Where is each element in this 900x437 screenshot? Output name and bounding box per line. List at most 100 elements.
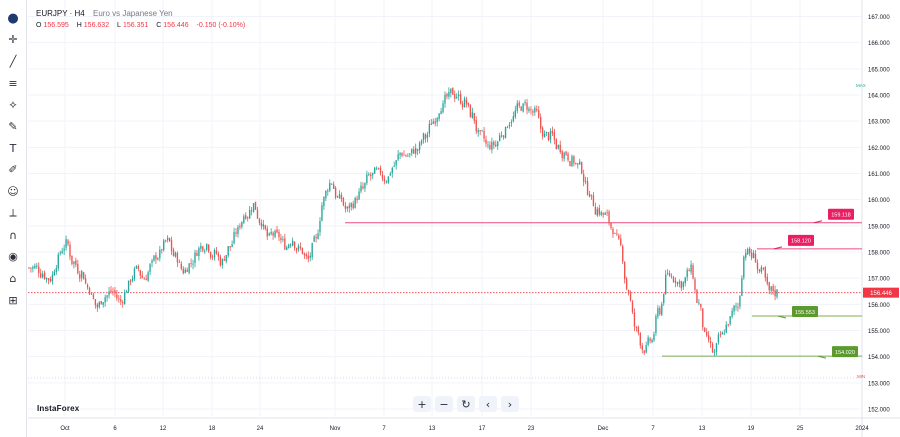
price-tick-label: 164.000 (868, 94, 890, 100)
pen-icon[interactable]: ✐ (8, 163, 18, 177)
candle-body (88, 287, 91, 294)
candle-body (655, 316, 657, 334)
candle-body (768, 282, 770, 291)
candle-body (454, 94, 456, 99)
candle-body (635, 326, 638, 328)
text-icon[interactable]: T (9, 141, 17, 155)
brush-tools-icon[interactable]: ✎ (8, 120, 18, 133)
price-tick-label: 167.000 (868, 15, 890, 21)
magnet-icon[interactable]: ∩ (8, 228, 18, 242)
candle-body (752, 252, 755, 258)
candle-body (575, 162, 577, 164)
scroll-right-button[interactable]: › (501, 396, 519, 412)
fib-icon[interactable]: ≡ (8, 76, 18, 90)
candle-body (274, 230, 276, 237)
candle-body (497, 141, 499, 146)
candle-body (696, 289, 698, 303)
candle-body (65, 239, 67, 248)
candle-body (584, 181, 587, 182)
candle-body (202, 246, 204, 251)
symbol-title[interactable]: EURJPY · H4 (36, 9, 85, 18)
candle-body (508, 124, 511, 127)
trend-line-icon[interactable]: ╱ (9, 54, 17, 68)
close-label: C (156, 22, 162, 29)
lock-icon[interactable]: ⌂ (9, 271, 17, 285)
price-axis[interactable]: 167.000 166.000 165.000 164.000 163.000 162.0… (868, 15, 890, 414)
candle-body (338, 194, 341, 199)
candle-body (391, 167, 393, 174)
eye-icon[interactable]: ◉ (8, 250, 18, 264)
candle-body (252, 203, 255, 212)
ohlc-readout: O 156.595 H 156.632 L 156.351 C 156.446 -0.1… (36, 22, 251, 29)
time-axis[interactable]: Oct 6 12 18 24 Nov 7 13 17 23 Dec 7 13 19 25 2024 (60, 426, 869, 432)
open-value: 156.595 (43, 22, 69, 29)
candle-body (401, 153, 403, 156)
candle-body (377, 167, 380, 169)
time-tick-label: 13 (699, 426, 706, 432)
zoom-out-button[interactable]: − (435, 396, 453, 412)
candle-body (352, 203, 354, 209)
candle-body (623, 262, 626, 280)
candle-body (467, 102, 470, 106)
candle-body (596, 209, 599, 216)
scroll-left-button[interactable]: ‹ (479, 396, 497, 412)
measure-icon[interactable]: ⟂ (9, 206, 17, 220)
candle-body (567, 153, 569, 161)
emoji-icon[interactable]: ☺ (7, 185, 19, 199)
candle-body (258, 218, 261, 223)
candle-body (614, 233, 616, 234)
trash-icon[interactable]: ⊞ (8, 293, 18, 307)
symbol-description: Euro vs Japanese Yen (93, 9, 173, 18)
cursor-icon[interactable]: ✛ (8, 33, 18, 47)
candle-body (471, 112, 474, 118)
candle-body (153, 255, 155, 261)
price-tick-label: 162.000 (868, 146, 890, 152)
candle-body (450, 88, 452, 94)
candle-body (211, 256, 214, 258)
candle-body (381, 174, 384, 179)
candle-body (49, 278, 52, 282)
candle-body (590, 194, 593, 196)
zoom-in-button[interactable]: + (413, 396, 431, 412)
candle-body (725, 324, 727, 333)
candle-body (610, 222, 612, 228)
candle-body (428, 123, 431, 134)
candle-body (291, 240, 294, 246)
candle-body (96, 304, 99, 308)
candle-body (55, 268, 58, 272)
price-tick-label: 160.000 (868, 198, 890, 204)
candle-body (565, 151, 567, 155)
candle-body (225, 254, 227, 262)
candle-body (772, 285, 774, 292)
candle-body (32, 266, 34, 269)
reset-button[interactable]: ↻ (457, 396, 475, 412)
candle-body (457, 94, 460, 97)
close-value: 156.446 (163, 22, 189, 29)
candle-body (618, 235, 620, 239)
price-tick-label: 159.000 (868, 224, 890, 230)
time-tick-label: 12 (160, 426, 167, 432)
candle-body (616, 233, 618, 235)
candle-body (323, 196, 325, 207)
candle-body (500, 135, 503, 137)
candle-body (311, 243, 313, 258)
logo-icon[interactable]: ● (7, 10, 19, 26)
candle-body (243, 216, 245, 223)
grid (28, 0, 900, 437)
candle-body (280, 237, 282, 240)
candle-body (707, 335, 710, 341)
horizontal-lines (28, 222, 862, 379)
candle-body (344, 205, 347, 209)
max-marker: MAX (856, 83, 866, 88)
candle-body (59, 252, 61, 254)
candle-body (278, 231, 280, 238)
candle-body (30, 267, 32, 269)
candle-body (217, 253, 220, 257)
candle-body (692, 265, 694, 279)
patterns-icon[interactable]: ⟡ (9, 97, 17, 111)
candle-body (409, 153, 411, 155)
candle-body (602, 212, 604, 215)
candle-body (483, 131, 485, 139)
candle-body (661, 304, 663, 315)
